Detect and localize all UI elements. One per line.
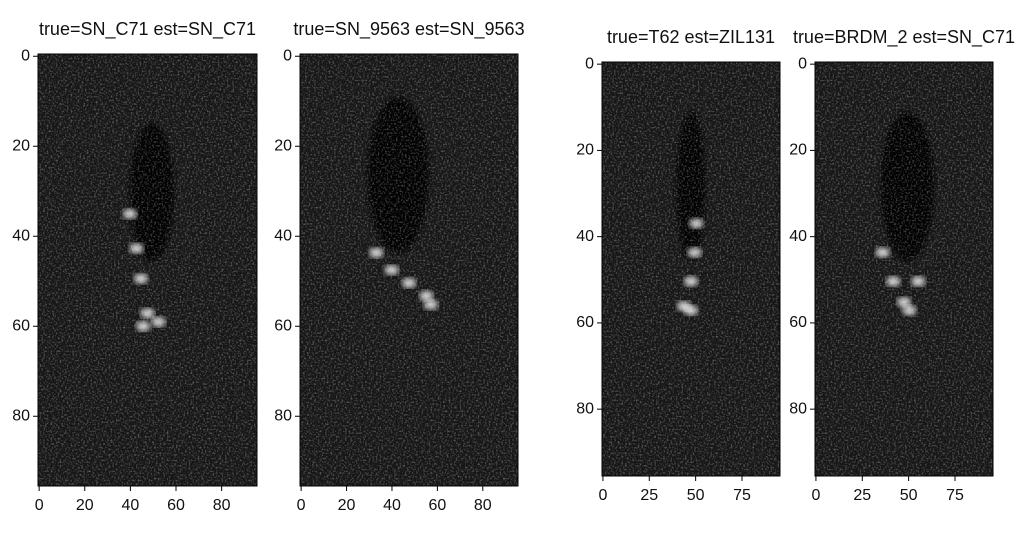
x-tick-label: 0: [297, 497, 306, 514]
x-tick-label: 60: [428, 497, 446, 514]
x-tick-label: 60: [167, 497, 185, 514]
x-tick-label: 20: [338, 497, 356, 514]
bright-return: [684, 276, 698, 287]
x-tick-label: 40: [121, 497, 139, 514]
panel-title: true=SN_9563 est=SN_9563: [293, 19, 524, 40]
y-tick-label: 0: [21, 47, 30, 64]
y-tick-label: 0: [585, 55, 594, 72]
y-tick-label: 0: [283, 47, 292, 64]
bright-return: [684, 305, 698, 316]
x-tick-label: 0: [35, 497, 44, 514]
x-tick-label: 0: [598, 487, 607, 504]
bright-return: [423, 299, 438, 310]
y-tick-label: 20: [12, 137, 30, 154]
image-panel: [601, 61, 781, 477]
y-tick-label: 0: [798, 55, 807, 72]
y-tick-label: 40: [274, 227, 292, 244]
y-tick-label: 20: [274, 137, 292, 154]
speckle: [300, 54, 518, 486]
bright-return: [122, 208, 137, 219]
bright-return: [129, 243, 144, 254]
panel-title: true=SN_C71 est=SN_C71: [39, 19, 256, 40]
image-panel: [814, 61, 994, 477]
frame: [299, 53, 519, 487]
bright-return: [687, 247, 702, 258]
y-tick-label: 80: [789, 400, 807, 417]
panel-title: true=BRDM_2 est=SN_C71: [793, 27, 1015, 48]
bright-return: [140, 308, 155, 319]
x-tick-label: 40: [383, 497, 401, 514]
y-tick-label: 40: [12, 227, 30, 244]
panel-title: true=T62 est=ZIL131: [607, 27, 775, 47]
frame: [601, 61, 781, 477]
bright-return: [384, 265, 399, 275]
bright-return: [875, 247, 890, 258]
y-tick-label: 80: [274, 407, 292, 424]
x-tick-label: 50: [900, 487, 918, 504]
x-tick-label: 75: [946, 487, 964, 504]
bright-return: [419, 290, 434, 301]
x-tick-label: 80: [213, 497, 231, 514]
y-tick-label: 60: [274, 317, 292, 334]
x-tick-label: 0: [811, 487, 820, 504]
image-panel: [37, 53, 258, 487]
frame: [37, 53, 258, 487]
x-tick-label: 50: [687, 487, 705, 504]
bright-return: [897, 297, 911, 308]
y-tick-label: 20: [576, 142, 594, 159]
bright-return: [369, 247, 384, 258]
x-tick-label: 20: [76, 497, 94, 514]
image-panel: [299, 53, 519, 487]
bright-return: [911, 276, 926, 287]
y-tick-label: 60: [789, 314, 807, 331]
y-tick-label: 60: [12, 317, 30, 334]
bright-return: [902, 305, 917, 316]
y-tick-label: 40: [789, 228, 807, 245]
y-tick-label: 60: [576, 314, 594, 331]
x-tick-label: 25: [640, 487, 658, 504]
bright-return: [886, 276, 901, 287]
frame: [814, 61, 994, 477]
bright-return: [689, 218, 704, 229]
bright-return: [151, 316, 166, 327]
bright-return: [402, 277, 416, 288]
speckle: [602, 62, 780, 476]
x-tick-label: 80: [474, 497, 492, 514]
y-tick-label: 20: [789, 142, 807, 159]
x-tick-label: 75: [733, 487, 751, 504]
bright-return: [133, 273, 148, 284]
bright-return: [136, 321, 151, 332]
y-tick-label: 40: [576, 228, 594, 245]
speckle: [38, 54, 257, 486]
speckle: [815, 62, 993, 476]
y-tick-label: 80: [12, 407, 30, 424]
x-tick-label: 25: [853, 487, 871, 504]
y-tick-label: 80: [576, 400, 594, 417]
